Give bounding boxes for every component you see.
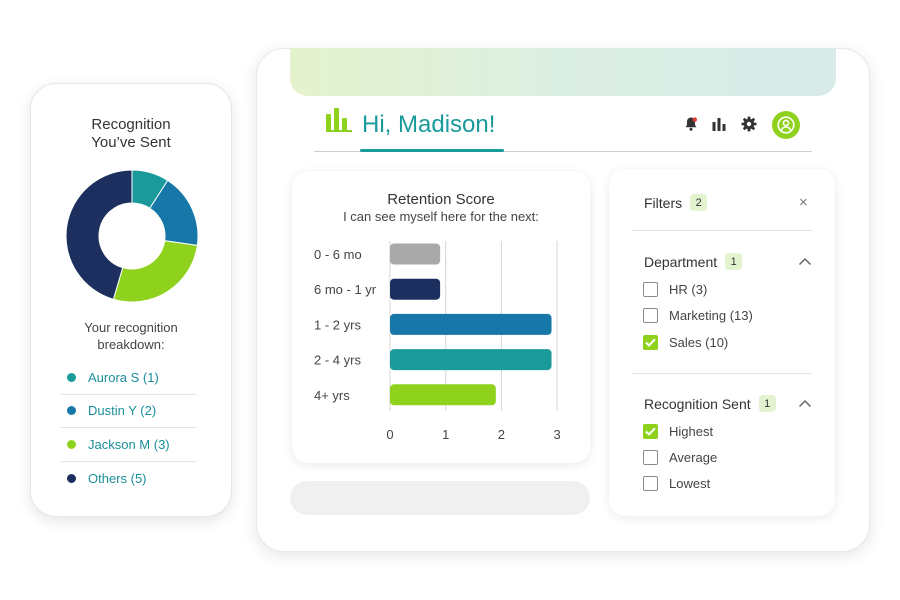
- checkbox[interactable]: [643, 308, 658, 323]
- header-gradient-band: [290, 48, 836, 96]
- x-tick-label: 3: [553, 427, 560, 442]
- bar-chart-icon[interactable]: [711, 116, 727, 132]
- user-avatar-icon: [777, 116, 795, 134]
- chevron-up-icon[interactable]: [798, 257, 812, 266]
- filter-option-label: Sales (10): [669, 335, 729, 350]
- legend-item-others[interactable]: Others (5): [61, 462, 197, 496]
- filters-title: Filters: [644, 194, 683, 211]
- department-section-header[interactable]: Department 1: [644, 253, 743, 270]
- legend-dot: [67, 372, 76, 382]
- filter-option-marketing[interactable]: Marketing (13): [643, 308, 753, 323]
- retention-bar: [390, 278, 441, 300]
- department-count-badge: 1: [725, 253, 743, 270]
- filter-option-label: Highest: [669, 424, 714, 439]
- page-title: Hi, Madison!: [362, 111, 496, 138]
- donut-slice: [66, 170, 133, 300]
- close-icon[interactable]: ×: [799, 194, 808, 211]
- legend-label: Dustin Y (2): [88, 403, 157, 419]
- x-tick-label: 0: [386, 427, 393, 442]
- retention-bar: [390, 243, 441, 265]
- x-tick-label: 2: [498, 427, 505, 442]
- legend-label: Aurora S (1): [88, 369, 159, 385]
- legend-label: Jackson M (3): [88, 436, 170, 452]
- filter-option-sales[interactable]: Sales (10): [643, 335, 728, 350]
- recognition-card-title: Recognition You’ve Sent: [31, 116, 231, 152]
- filter-option-label: Marketing (13): [669, 308, 753, 323]
- checkbox[interactable]: [643, 476, 658, 491]
- bell-icon[interactable]: [683, 116, 699, 132]
- active-tab-underline: [360, 149, 504, 152]
- filters-header: Filters 2: [644, 194, 708, 211]
- y-category-label: 0 - 6 mo: [314, 247, 362, 262]
- legend-item-jackson[interactable]: Jackson M (3): [61, 428, 197, 462]
- filters-divider: [632, 230, 812, 231]
- recognition-subtitle-line2: breakdown:: [97, 337, 165, 352]
- legend-dot: [67, 473, 76, 483]
- retention-score-card: 0 1 2 3 0 - 6 mo 6 mo - 1 yr 1 - 2 yrs 2 - 4 yr…: [292, 171, 590, 463]
- x-tick-label: 1: [442, 427, 449, 442]
- legend-dot: [67, 406, 76, 416]
- y-category-label: 4+ yrs: [314, 388, 350, 403]
- donut-slice: [112, 240, 198, 302]
- filter-option-average[interactable]: Average: [643, 450, 717, 465]
- bar-chart-logo-icon: [326, 108, 352, 132]
- filter-option-lowest[interactable]: Lowest: [643, 476, 710, 491]
- retention-bar-chart: 0 1 2 3 0 - 6 mo 6 mo - 1 yr 1 - 2 yrs 2 - 4 yr…: [314, 241, 561, 442]
- recognition-sent-section-header[interactable]: Recognition Sent 1: [644, 395, 776, 412]
- recognition-sent-card: Recognition You’ve Sent Your recognition…: [30, 83, 232, 517]
- department-section-title: Department: [644, 253, 718, 270]
- recognition-legend: Aurora S (1) Dustin Y (2) Jackson M (3) …: [61, 361, 197, 495]
- legend-label: Others (5): [88, 470, 147, 486]
- legend-dot: [67, 439, 76, 449]
- y-category-label: 6 mo - 1 yr: [314, 282, 377, 297]
- user-avatar-button[interactable]: [772, 111, 800, 139]
- filters-divider: [632, 373, 812, 374]
- recognition-donut-chart: [66, 170, 198, 302]
- retention-bar: [390, 313, 552, 335]
- recognition-title-line2: You’ve Sent: [91, 134, 171, 151]
- chart-title: Retention Score: [387, 191, 495, 208]
- recognition-subtitle-line1: Your recognition: [84, 320, 178, 335]
- gear-icon[interactable]: [741, 116, 757, 132]
- filter-option-hr[interactable]: HR (3): [643, 282, 707, 297]
- legend-item-aurora[interactable]: Aurora S (1): [61, 361, 197, 395]
- checkbox[interactable]: [643, 282, 658, 297]
- checkmark-icon: [645, 427, 656, 436]
- filter-option-label: Average: [669, 450, 718, 465]
- filter-option-highest[interactable]: Highest: [643, 424, 713, 439]
- loading-placeholder-bar: [290, 481, 590, 515]
- y-category-label: 1 - 2 yrs: [314, 317, 361, 332]
- chevron-up-icon[interactable]: [798, 399, 812, 408]
- recognition-sent-section-title: Recognition Sent: [644, 395, 751, 412]
- recognition-title-line1: Recognition: [91, 116, 171, 133]
- header-divider: [314, 151, 812, 152]
- y-category-label: 2 - 4 yrs: [314, 353, 361, 368]
- checkbox[interactable]: [643, 335, 658, 350]
- recognition-sent-count-badge: 1: [758, 395, 776, 412]
- retention-bar: [390, 384, 496, 406]
- filter-option-label: Lowest: [669, 476, 711, 491]
- checkbox[interactable]: [643, 424, 658, 439]
- filter-option-label: HR (3): [669, 282, 708, 297]
- checkmark-icon: [645, 338, 656, 347]
- chart-subtitle: I can see myself here for the next:: [343, 209, 539, 224]
- checkbox[interactable]: [643, 450, 658, 465]
- recognition-breakdown-label: Your recognition breakdown:: [31, 319, 231, 353]
- retention-bar: [390, 349, 552, 371]
- filters-count-badge: 2: [690, 194, 708, 211]
- legend-item-dustin[interactable]: Dustin Y (2): [61, 395, 197, 428]
